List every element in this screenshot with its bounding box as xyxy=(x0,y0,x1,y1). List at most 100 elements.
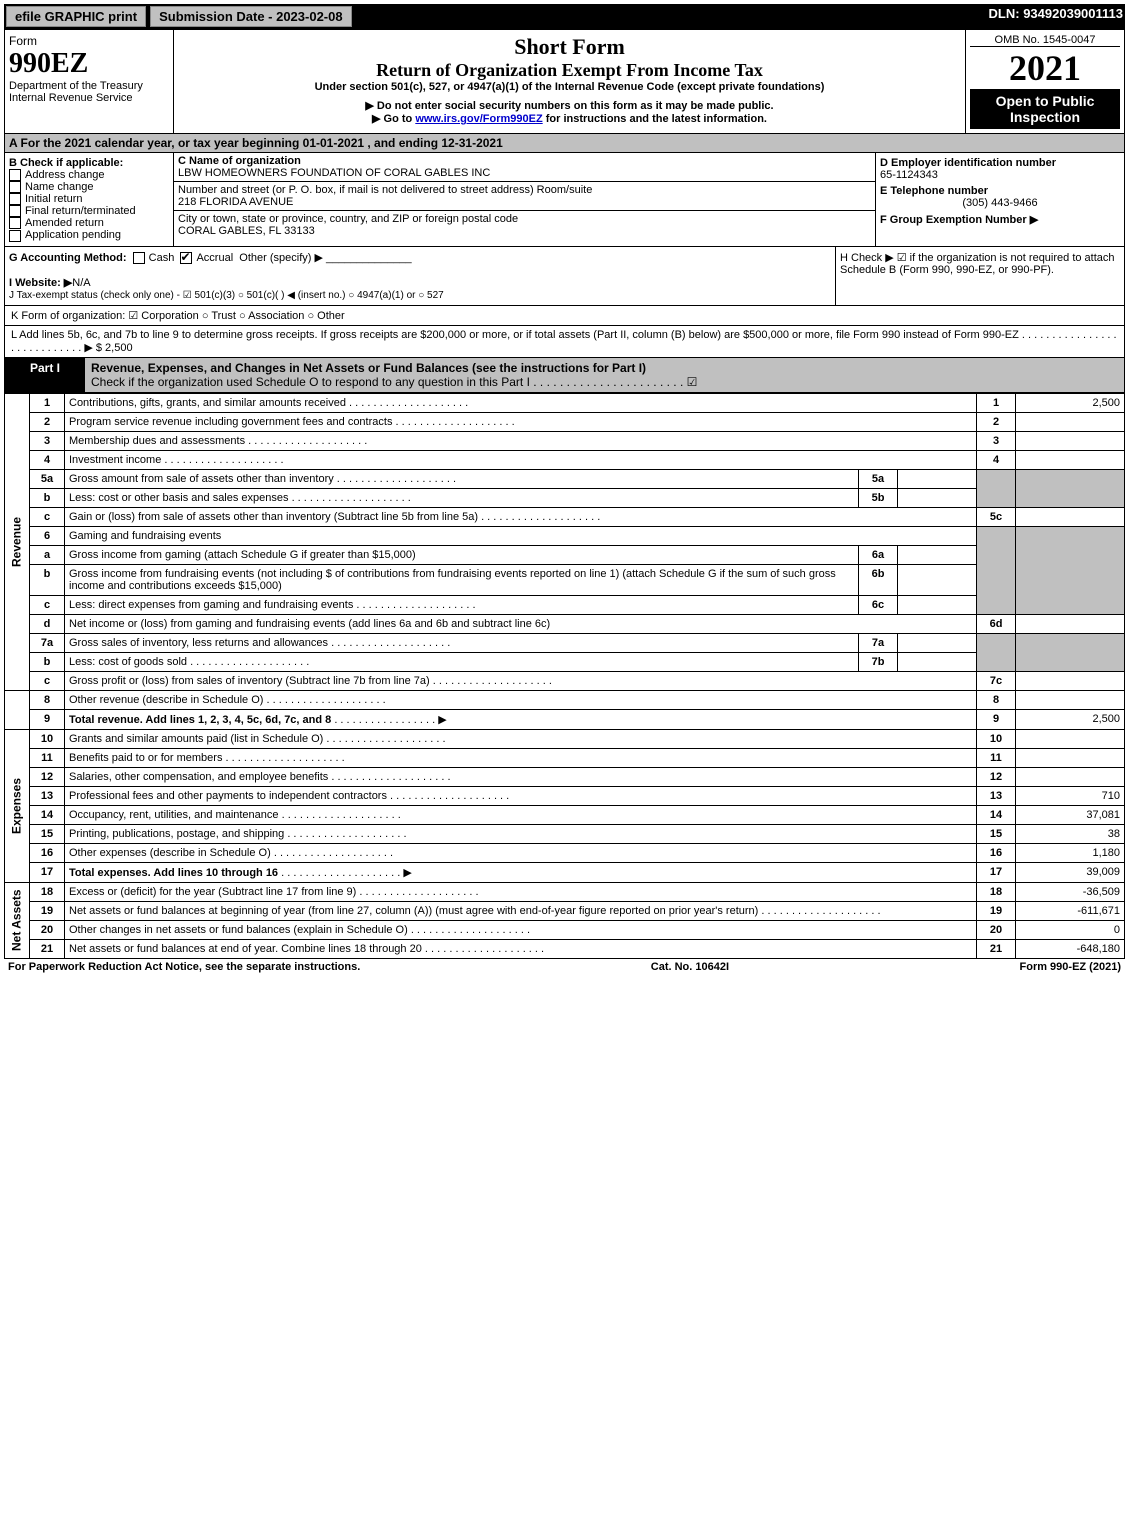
line16-amount: 1,180 xyxy=(1016,843,1125,862)
amended-return-label: Amended return xyxy=(25,217,104,229)
app-pending-label: Application pending xyxy=(25,229,121,241)
section-a: A For the 2021 calendar year, or tax yea… xyxy=(4,134,1125,153)
accrual-checkbox[interactable] xyxy=(180,252,192,264)
line1-desc: Contributions, gifts, grants, and simila… xyxy=(65,393,977,412)
line3-desc: Membership dues and assessments xyxy=(65,431,977,450)
line6d-desc: Net income or (loss) from gaming and fun… xyxy=(65,614,977,633)
line20-num: 20 xyxy=(30,920,65,939)
line14-desc: Occupancy, rent, utilities, and maintena… xyxy=(65,805,977,824)
line19-desc: Net assets or fund balances at beginning… xyxy=(65,901,977,920)
short-form-title: Short Form xyxy=(178,34,961,60)
line5ab-grey-amt xyxy=(1016,469,1125,507)
line8-num: 8 xyxy=(30,690,65,709)
line5c-ref: 5c xyxy=(977,507,1016,526)
form-header: Form 990EZ Department of the Treasury In… xyxy=(4,29,1125,134)
line6a-desc: Gross income from gaming (attach Schedul… xyxy=(65,545,859,564)
initial-return-checkbox[interactable] xyxy=(9,193,21,205)
tax-year: 2021 xyxy=(970,47,1120,89)
part1-label: Part I xyxy=(5,358,85,392)
top-bar: efile GRAPHIC print Submission Date - 20… xyxy=(4,4,1125,29)
netassets-side-label: Net Assets xyxy=(5,882,30,958)
final-return-checkbox[interactable] xyxy=(9,205,21,217)
line2-ref: 2 xyxy=(977,412,1016,431)
submission-date-button[interactable]: Submission Date - 2023-02-08 xyxy=(150,6,352,27)
line5a-num: 5a xyxy=(30,469,65,488)
line2-amount xyxy=(1016,412,1125,431)
expenses-side-label: Expenses xyxy=(5,729,30,882)
line20-amount: 0 xyxy=(1016,920,1125,939)
open-public-box: Open to Public Inspection xyxy=(970,89,1120,129)
line6c-desc: Less: direct expenses from gaming and fu… xyxy=(65,595,859,614)
line13-ref: 13 xyxy=(977,786,1016,805)
line3-ref: 3 xyxy=(977,431,1016,450)
line7a-num: 7a xyxy=(30,633,65,652)
line21-amount: -648,180 xyxy=(1016,939,1125,958)
website-value: N/A xyxy=(72,277,90,289)
efile-print-button[interactable]: efile GRAPHIC print xyxy=(6,6,146,27)
app-pending-checkbox[interactable] xyxy=(9,230,21,242)
line17-desc: Total expenses. Add lines 10 through 16 … xyxy=(65,862,977,882)
line5ab-grey xyxy=(977,469,1016,507)
header-mid: Short Form Return of Organization Exempt… xyxy=(174,30,965,133)
line19-ref: 19 xyxy=(977,901,1016,920)
line16-num: 16 xyxy=(30,843,65,862)
dln-label: DLN: 93492039001113 xyxy=(989,6,1123,27)
other-label: Other (specify) ▶ xyxy=(239,252,323,264)
line6d-num: d xyxy=(30,614,65,633)
phone-label: E Telephone number xyxy=(880,185,1120,197)
line1-num: 1 xyxy=(30,393,65,412)
revenue-side-label: Revenue xyxy=(5,393,30,690)
line10-ref: 10 xyxy=(977,729,1016,748)
org-address: 218 FLORIDA AVENUE xyxy=(178,196,871,208)
dept-label: Department of the Treasury xyxy=(9,80,169,92)
ein-value: 65-1124343 xyxy=(880,169,1120,181)
address-change-checkbox[interactable] xyxy=(9,169,21,181)
line7c-ref: 7c xyxy=(977,671,1016,690)
line5b-num: b xyxy=(30,488,65,507)
line11-ref: 11 xyxy=(977,748,1016,767)
line7a-desc: Gross sales of inventory, less returns a… xyxy=(65,633,859,652)
header-right: OMB No. 1545-0047 2021 Open to Public In… xyxy=(965,30,1124,133)
name-change-checkbox[interactable] xyxy=(9,181,21,193)
line1-ref: 1 xyxy=(977,393,1016,412)
line12-ref: 12 xyxy=(977,767,1016,786)
footer-left: For Paperwork Reduction Act Notice, see … xyxy=(8,961,360,973)
line19-amount: -611,671 xyxy=(1016,901,1125,920)
line7b-subamt xyxy=(898,652,977,671)
line5a-desc: Gross amount from sale of assets other t… xyxy=(65,469,859,488)
row-k: K Form of organization: ☑ Corporation ○ … xyxy=(4,306,1125,326)
ein-label: D Employer identification number xyxy=(880,157,1120,169)
tax-exempt-status: J Tax-exempt status (check only one) - ☑… xyxy=(9,290,444,301)
footer: For Paperwork Reduction Act Notice, see … xyxy=(4,959,1125,975)
line3-amount xyxy=(1016,431,1125,450)
line4-ref: 4 xyxy=(977,450,1016,469)
line9-num: 9 xyxy=(30,709,65,729)
line14-amount: 37,081 xyxy=(1016,805,1125,824)
amended-return-checkbox[interactable] xyxy=(9,217,21,229)
line12-num: 12 xyxy=(30,767,65,786)
line17-amount: 39,009 xyxy=(1016,862,1125,882)
header-left: Form 990EZ Department of the Treasury In… xyxy=(5,30,174,133)
line13-amount: 710 xyxy=(1016,786,1125,805)
line15-ref: 15 xyxy=(977,824,1016,843)
line18-ref: 18 xyxy=(977,882,1016,901)
name-change-label: Name change xyxy=(25,181,94,193)
irs-link[interactable]: www.irs.gov/Form990EZ xyxy=(415,113,542,125)
cash-checkbox[interactable] xyxy=(133,252,145,264)
line6b-sub: 6b xyxy=(859,564,898,595)
initial-return-label: Initial return xyxy=(25,193,82,205)
line5c-amount xyxy=(1016,507,1125,526)
line11-amount xyxy=(1016,748,1125,767)
line6c-sub: 6c xyxy=(859,595,898,614)
acct-method-label: G Accounting Method: xyxy=(9,252,127,264)
line9-desc: Total revenue. Add lines 1, 2, 3, 4, 5c,… xyxy=(65,709,977,729)
line19-num: 19 xyxy=(30,901,65,920)
line6d-amount xyxy=(1016,614,1125,633)
line11-desc: Benefits paid to or for members xyxy=(65,748,977,767)
line14-num: 14 xyxy=(30,805,65,824)
accrual-label: Accrual xyxy=(196,252,233,264)
line6b-desc: Gross income from fundraising events (no… xyxy=(65,564,859,595)
line21-desc: Net assets or fund balances at end of ye… xyxy=(65,939,977,958)
line7c-desc: Gross profit or (loss) from sales of inv… xyxy=(65,671,977,690)
form-number: 990EZ xyxy=(9,48,169,80)
